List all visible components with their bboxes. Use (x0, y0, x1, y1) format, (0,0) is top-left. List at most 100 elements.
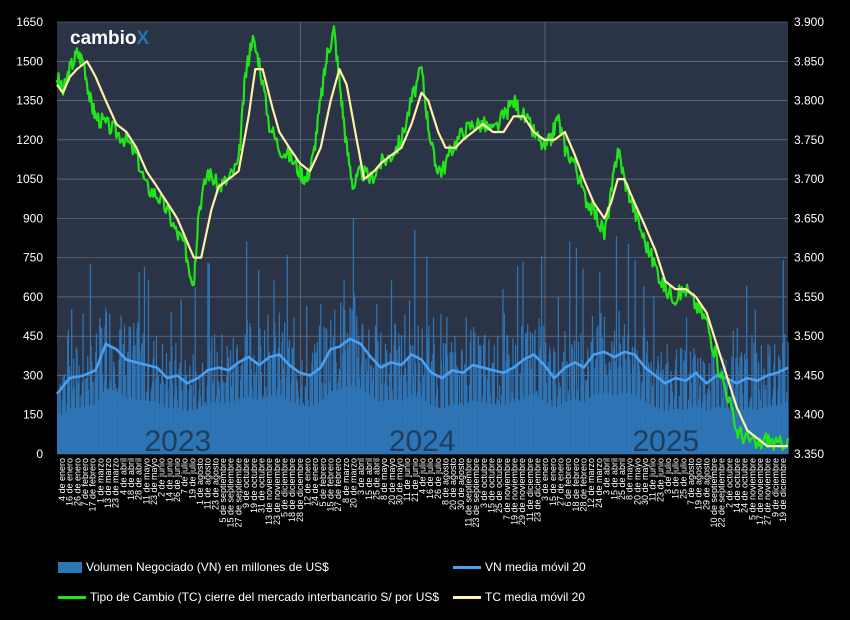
vn-bar (597, 325, 599, 454)
x-tick-label: 26 de julio (433, 458, 443, 499)
vn-bar (573, 340, 576, 454)
x-tick-label: 5 de diciembre (279, 458, 289, 517)
vn-bar (356, 316, 358, 454)
vn-bar (446, 316, 448, 454)
vn-bar (259, 328, 261, 454)
vn-bar (171, 345, 173, 454)
vn-bar (426, 337, 429, 454)
vn-bar (697, 358, 699, 454)
vn-bar (503, 353, 505, 454)
vn-bar (325, 327, 327, 454)
vn-bar (286, 254, 288, 454)
vn-bar (264, 329, 266, 454)
legend-label-vn: Volumen Negociado (VN) en millones de US… (86, 560, 329, 574)
vn-bar (483, 336, 485, 454)
series-lines (55, 25, 790, 452)
vn-bar (599, 313, 602, 454)
vn-bar (740, 352, 742, 454)
x-tick-label: 10 de septiembre (709, 458, 719, 528)
vn-bar (90, 345, 92, 454)
vn-bar (675, 358, 677, 454)
x-tick-label: 24 de octubre (740, 458, 750, 513)
vn-bar (711, 347, 713, 454)
x-tick-label: 30 de mayo (640, 458, 650, 505)
vn-bar (503, 313, 505, 454)
vn-bar (99, 318, 101, 454)
vn-bar (390, 280, 393, 454)
vn-bar (427, 347, 429, 454)
legend-item-vn: Volumen Negociado (VN) en millones de US… (58, 560, 329, 574)
legend-swatch-tc (58, 595, 86, 599)
vn-bar (312, 352, 314, 454)
x-tick-label: 12 de enero (302, 458, 312, 506)
vn-bar (101, 328, 103, 454)
vn-bar (278, 312, 280, 454)
vn-bar (67, 335, 69, 454)
vn-bar (760, 345, 762, 454)
vn-bar (684, 350, 686, 454)
x-tick-label: 6 de febrero (563, 458, 573, 507)
vn-bar (768, 354, 770, 454)
vn-bar (515, 344, 517, 454)
vn-bar (746, 359, 748, 454)
x-tick-label: 23 de marzo (111, 458, 121, 508)
vn-bar (99, 325, 102, 454)
vn-bar (461, 350, 463, 454)
x-tick-label: 24 de marzo (594, 458, 604, 508)
vn-bar (577, 341, 580, 454)
x-tick-label: 28 de febrero (579, 458, 589, 512)
vn-bar (315, 352, 317, 454)
vn-bar (343, 279, 345, 454)
vn-bar (445, 350, 447, 454)
vn-bar (323, 326, 325, 454)
vn-bar (207, 262, 209, 454)
vn-bar (725, 359, 727, 454)
vn-bar (314, 344, 316, 454)
vn-bar (702, 360, 704, 454)
vn-bar (712, 347, 714, 454)
legend-item-tc-ma: TC media móvil 20 (453, 590, 585, 604)
vn-bar (549, 353, 551, 454)
vn-bar (571, 344, 573, 454)
vn-bar (446, 355, 449, 454)
x-tick-label: 13 de marzo (103, 458, 113, 508)
vn-bar (432, 316, 435, 454)
vn-bar (440, 313, 442, 454)
y-left-tick-label: 750 (23, 251, 43, 265)
vn-bar (432, 353, 434, 454)
vn-bar (713, 357, 715, 454)
vn-bar (665, 364, 667, 454)
y-right-tick-label: 3.700 (794, 172, 824, 186)
y-right-tick-label: 3.650 (794, 211, 824, 225)
y-right-tick-label: 3.500 (794, 329, 824, 343)
vn-bar (787, 341, 789, 454)
x-tick-label: 29 de agosto (701, 458, 711, 510)
year-labels: 2023 2024 2025 (144, 425, 699, 458)
vn-bar (194, 287, 196, 454)
x-tick-label: 24 de enero (310, 458, 320, 506)
x-tick-label: 17 de noviembre (755, 458, 765, 525)
vn-bar (477, 336, 479, 454)
vn-bar (479, 348, 481, 454)
vn-bar (746, 285, 748, 454)
vn-bar (87, 356, 89, 454)
vn-bar (657, 356, 659, 454)
vn-bar (349, 307, 351, 454)
x-tick-label: 20 de mayo (387, 458, 397, 505)
vn-bar (129, 327, 132, 454)
vn-bar (758, 362, 760, 454)
x-tick-label: 23 de noviembre (272, 458, 282, 525)
vn-bar (534, 329, 536, 454)
vn-bar (507, 337, 509, 454)
vn-bar (109, 313, 111, 454)
vn-bar (675, 349, 678, 454)
vn-bar (374, 325, 377, 454)
vn-bar (493, 344, 495, 454)
vn-bar (526, 332, 528, 454)
y-axis-left: 0 150 300 450 600 750 900 1050 1200 1350 1500 1650 (16, 15, 43, 461)
vn-bar (643, 328, 646, 454)
vn-bar (454, 336, 456, 454)
brand-name: cambio (70, 28, 137, 49)
y-left-tick-label: 1500 (16, 54, 43, 68)
vn-bar (474, 332, 476, 454)
